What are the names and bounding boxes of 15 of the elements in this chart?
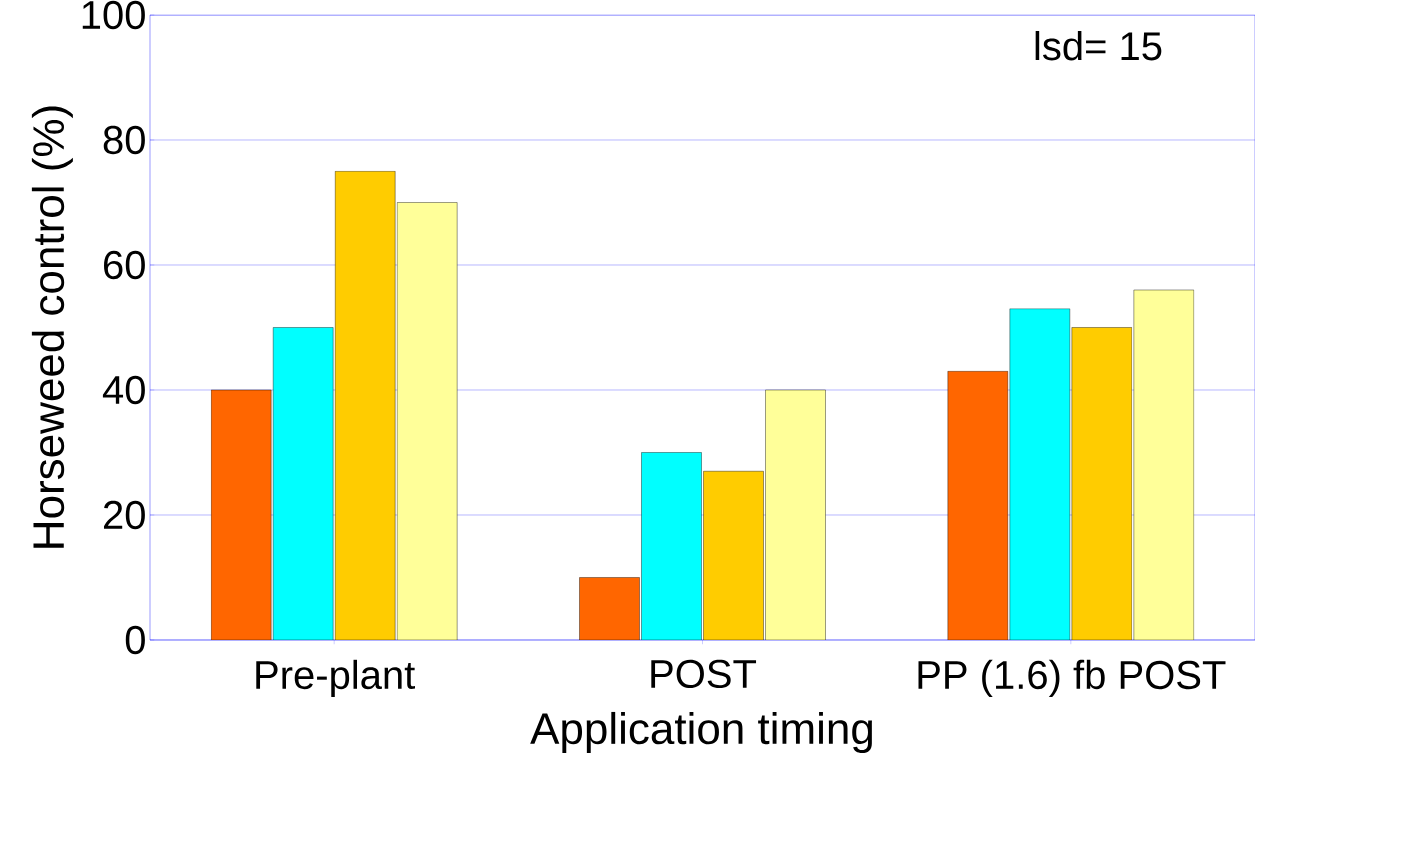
y-tick-label: 0 (125, 625, 145, 655)
y-tick-label: 100 (82, 0, 145, 30)
bar (641, 452, 702, 640)
y-tick-label: 60 (104, 250, 145, 280)
x-tick-label: Pre-plant (256, 659, 415, 698)
x-tick-label: PP (1.6) fb POST (918, 659, 1226, 698)
x-tick-label: POST (651, 659, 757, 689)
y-tick-label: 40 (102, 375, 145, 405)
annotation: lsd= 15 (1035, 31, 1162, 61)
bar (272, 327, 334, 640)
y-tick-label: 80 (103, 125, 145, 155)
x-axis-title: Application timing (530, 711, 872, 753)
y-tick-label: 20 (103, 500, 145, 530)
bar (1009, 308, 1071, 640)
y-axis-title: Horseweed control (%) (31, 106, 73, 548)
